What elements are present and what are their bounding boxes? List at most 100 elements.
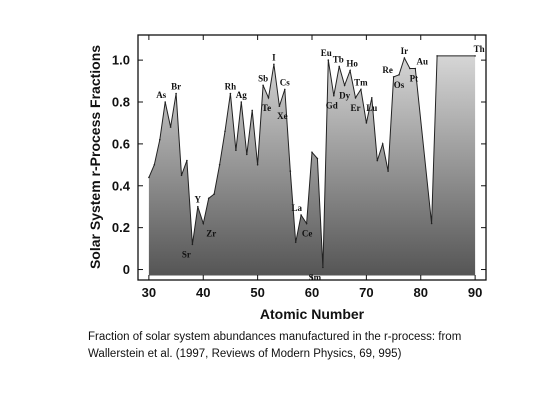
caption-line-1: Fraction of solar system abundances manu… <box>88 331 462 343</box>
element-label: Dy <box>339 90 350 100</box>
element-label: Ir <box>401 46 409 56</box>
data-point <box>338 65 341 68</box>
y-tick-label: 1.0 <box>112 53 130 68</box>
data-point <box>186 159 188 162</box>
data-point <box>311 151 313 154</box>
data-point <box>180 174 183 177</box>
data-point <box>159 138 161 141</box>
element-label: Eu <box>321 48 332 58</box>
data-point <box>289 170 292 172</box>
element-label: Te <box>262 103 271 113</box>
element-label: Sb <box>258 73 268 83</box>
data-point <box>197 205 199 208</box>
data-point <box>322 266 324 269</box>
data-point <box>256 164 259 166</box>
element-label: Th <box>474 44 485 54</box>
figure-caption: Fraction of solar system abundances manu… <box>88 329 528 363</box>
data-point <box>436 55 438 57</box>
data-point <box>305 222 308 225</box>
element-label: Rh <box>225 82 237 92</box>
data-point <box>430 222 433 225</box>
y-tick-label: 0.6 <box>112 136 130 151</box>
data-point <box>365 122 368 124</box>
element-label: Lu <box>366 103 377 113</box>
x-tick-label: 30 <box>142 285 156 300</box>
y-tick-label: 0.2 <box>112 220 130 235</box>
element-label: Tm <box>354 77 368 87</box>
data-point <box>381 143 384 145</box>
data-point <box>376 159 379 162</box>
data-point <box>207 197 210 200</box>
data-point <box>267 97 270 99</box>
x-tick-label: 60 <box>305 285 319 300</box>
data-point <box>169 126 172 128</box>
x-tick-label: 80 <box>414 285 428 300</box>
data-point <box>409 67 411 70</box>
element-label: Ce <box>302 229 313 239</box>
element-label: La <box>291 203 302 213</box>
data-point <box>354 97 357 99</box>
data-point <box>224 130 226 133</box>
data-point <box>333 94 335 97</box>
element-label: Tb <box>333 54 344 64</box>
element-label: Zr <box>206 229 216 239</box>
caption-line-2: Wallerstein et al. (1997, Reviews of Mod… <box>88 348 402 360</box>
x-axis-title: Atomic Number <box>260 306 365 322</box>
data-point <box>398 74 400 76</box>
y-tick-label: 0.8 <box>112 95 130 110</box>
element-label: Xe <box>277 111 288 121</box>
data-point <box>392 76 395 78</box>
data-point <box>191 243 194 246</box>
data-point <box>202 222 205 225</box>
data-point <box>403 57 406 59</box>
data-point <box>148 176 150 179</box>
data-point <box>371 97 373 99</box>
data-point <box>262 84 264 87</box>
data-point <box>175 92 177 95</box>
data-point <box>387 170 389 172</box>
data-point <box>218 164 221 166</box>
element-label: Sr <box>182 249 191 259</box>
data-point <box>235 149 237 151</box>
y-axis-title: Solar System r-Process Fractions <box>87 45 103 269</box>
data-point <box>349 69 351 72</box>
data-point <box>164 101 166 103</box>
chart: 30 40 50 60 70 80 90 0 0.2 0.4 0.6 0.8 1.0 As Br Y Sr Zr… <box>87 34 487 322</box>
data-point <box>246 153 248 156</box>
data-point <box>414 67 417 70</box>
data-point <box>251 109 253 112</box>
data-point <box>273 63 275 66</box>
element-label: Ag <box>236 90 247 100</box>
element-label: Cs <box>280 77 290 87</box>
data-point <box>229 92 232 95</box>
data-point <box>278 105 281 107</box>
element-label: Ho <box>346 59 358 69</box>
element-label: I <box>272 52 276 62</box>
element-label: Er <box>351 103 361 113</box>
element-label: Au <box>417 57 429 67</box>
element-label: Pt <box>410 74 419 84</box>
x-tick-label: 70 <box>359 285 373 300</box>
area-fill <box>148 55 476 276</box>
data-point <box>284 88 286 91</box>
data-point <box>240 101 243 103</box>
data-point <box>327 59 330 61</box>
data-point <box>153 164 156 166</box>
data-point <box>316 157 319 160</box>
x-tick-label: 50 <box>250 285 264 300</box>
element-label: Br <box>171 82 181 92</box>
element-label: Re <box>382 65 393 75</box>
element-label: As <box>156 90 166 100</box>
element-label: Sm <box>309 272 322 282</box>
data-point <box>300 214 302 216</box>
data-point <box>294 241 297 244</box>
element-label: Os <box>394 80 405 90</box>
data-point <box>213 193 215 195</box>
x-tick-label: 40 <box>196 285 210 300</box>
x-tick-label: 90 <box>468 285 482 300</box>
data-point <box>474 55 476 57</box>
element-label: Gd <box>326 101 338 111</box>
element-label: Y <box>195 195 202 205</box>
data-point <box>343 84 346 87</box>
y-tick-label: 0 <box>123 262 130 277</box>
